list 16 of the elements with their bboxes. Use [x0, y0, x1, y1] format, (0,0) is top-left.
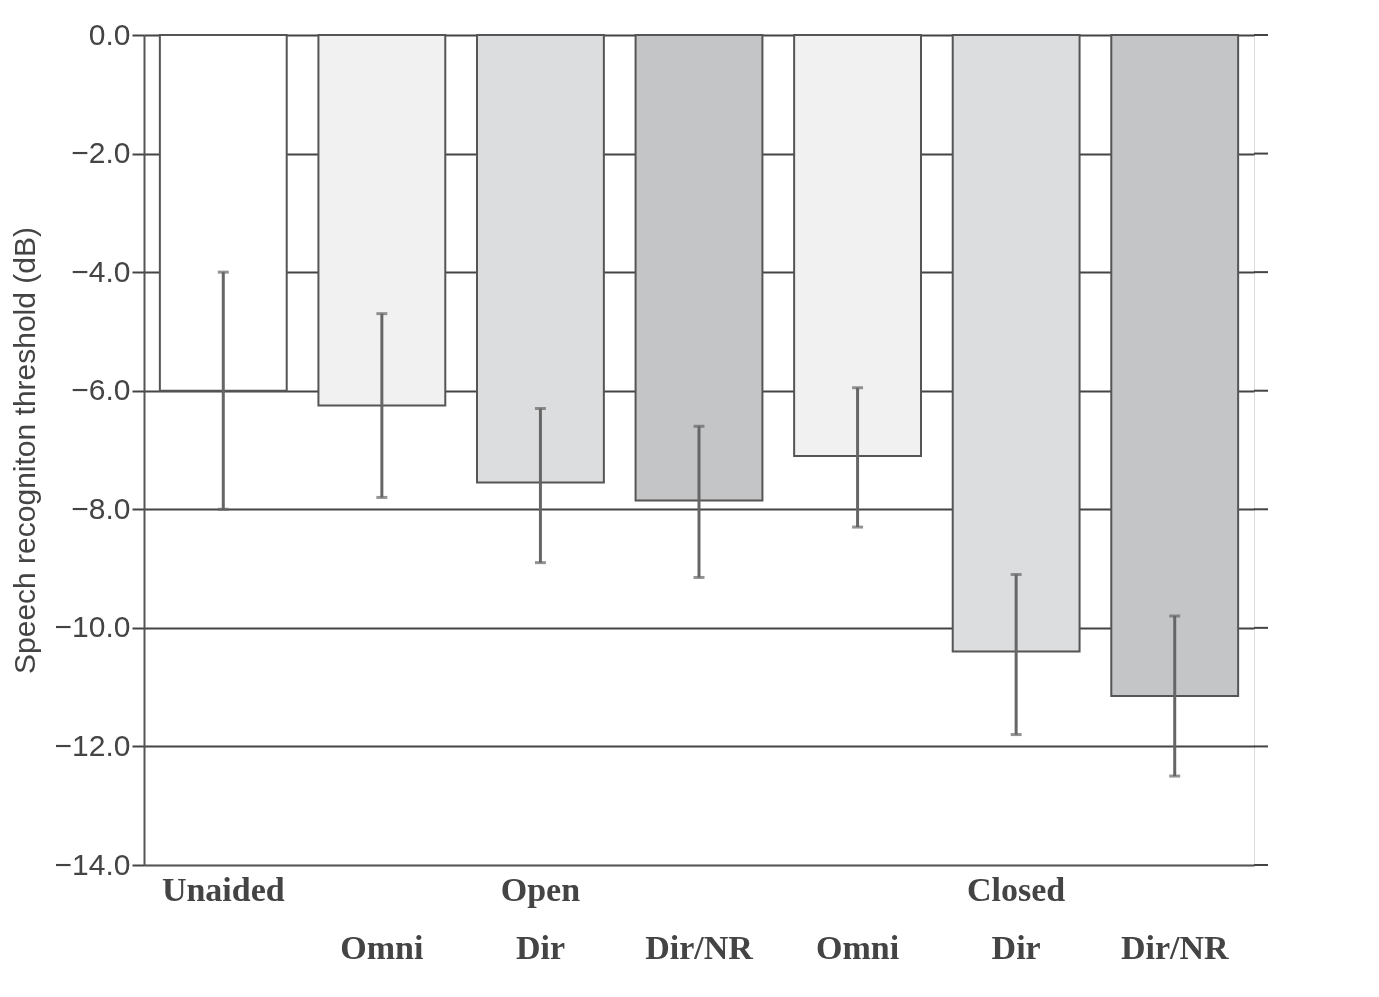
x-tick-label: Dir/NR	[1120, 928, 1229, 966]
x-tick-label: Unaided	[161, 870, 285, 908]
y-tick-label: −10.0	[54, 610, 131, 644]
x-tick-label: Dir/NR	[645, 928, 754, 966]
y-axis-title: Speech recogniton threshold (dB)	[7, 227, 41, 674]
x-tick-label: Open Dir	[500, 870, 581, 966]
y-tick-label: −6.0	[71, 373, 131, 407]
x-tick-label: Closed Dir	[967, 870, 1066, 966]
x-tick-label: Omni	[816, 928, 900, 966]
x-tick-label: Omni	[340, 928, 424, 966]
y-tick-label: −4.0	[71, 254, 131, 288]
y-tick-label: −14.0	[54, 847, 131, 881]
y-tick-label: −2.0	[71, 136, 131, 170]
y-tick-label: −12.0	[54, 728, 131, 762]
y-tick-label: −8.0	[71, 491, 131, 525]
y-tick-label: 0.0	[88, 17, 131, 51]
